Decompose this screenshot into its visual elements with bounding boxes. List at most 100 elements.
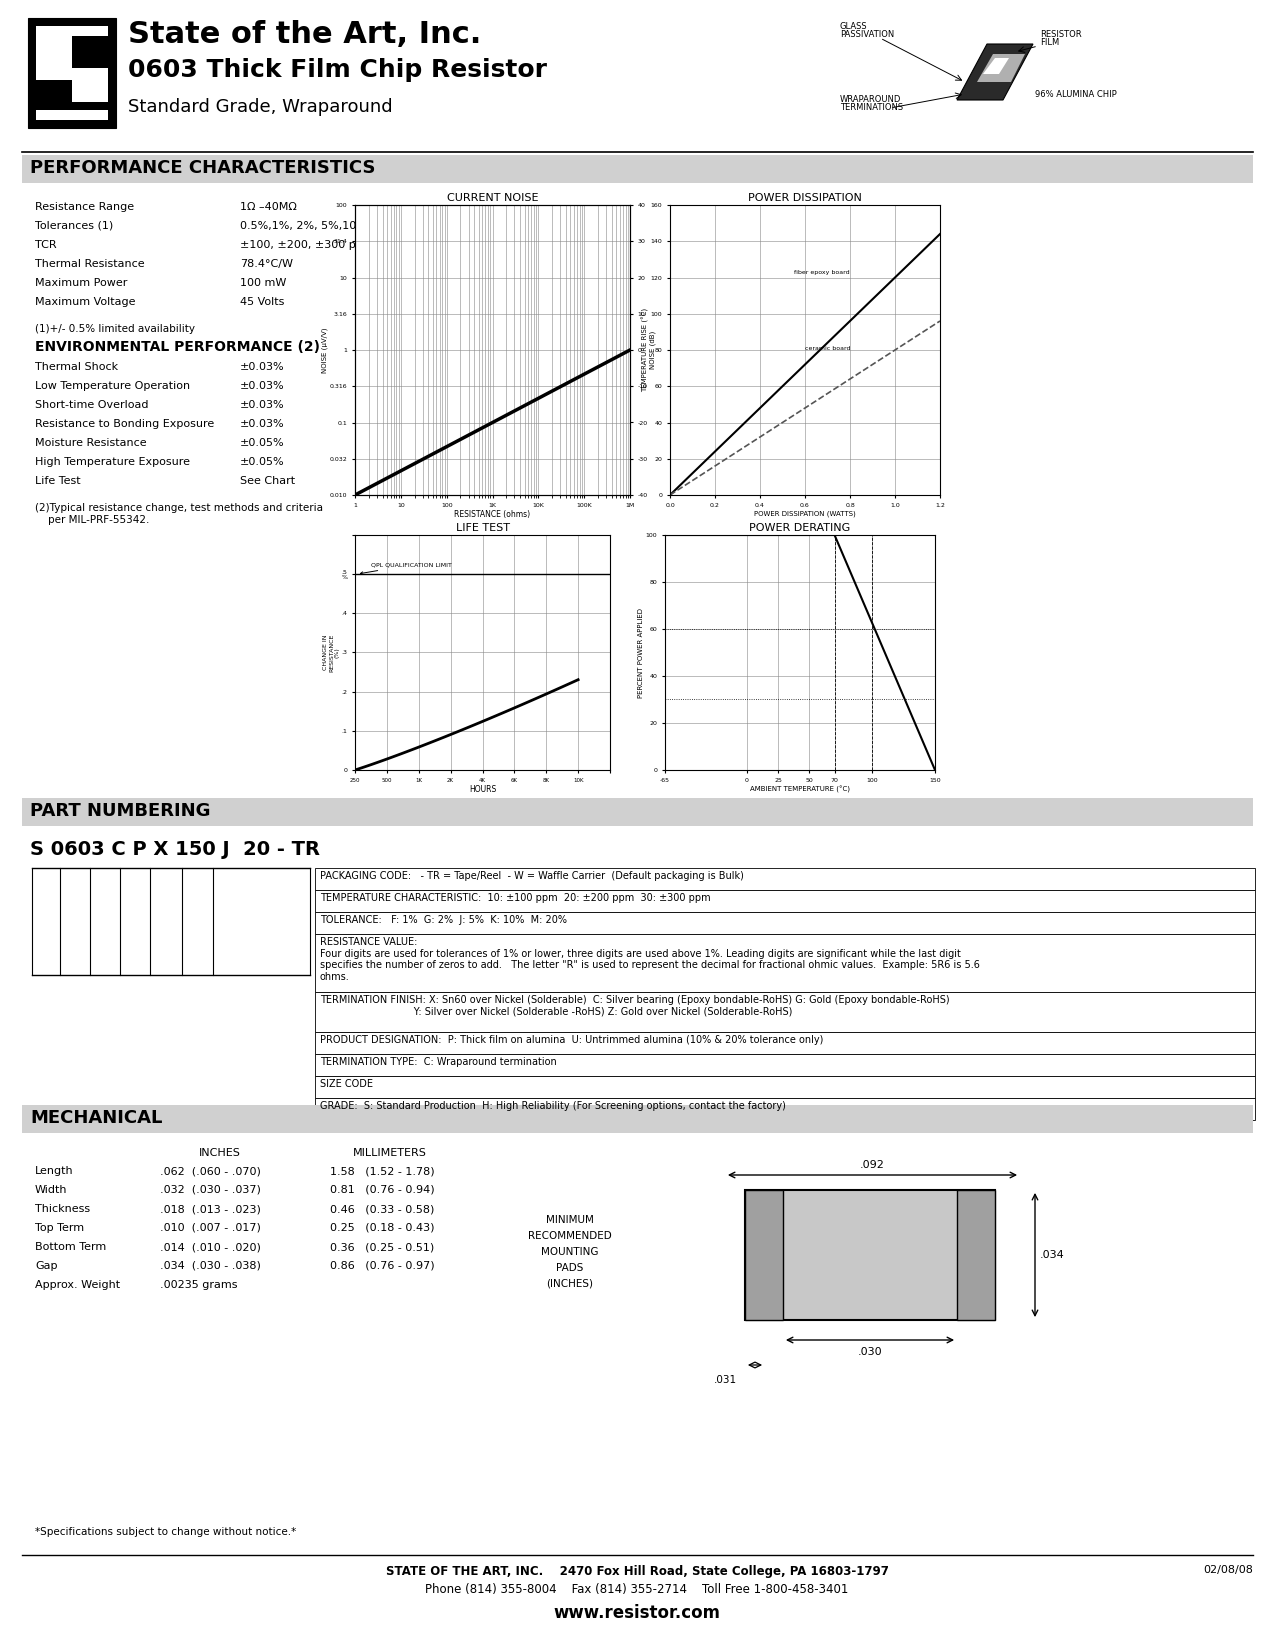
Bar — [28, 18, 116, 129]
Text: ±0.05%: ±0.05% — [240, 457, 284, 467]
Y-axis label: NOISE (µV/V): NOISE (µV/V) — [321, 327, 328, 373]
Text: 96% ALUMINA CHIP: 96% ALUMINA CHIP — [1035, 91, 1117, 99]
Bar — [315, 890, 1255, 911]
Text: ±100, ±200, ±300 ppm: ±100, ±200, ±300 ppm — [240, 239, 374, 249]
Text: MINIMUM: MINIMUM — [546, 1215, 594, 1225]
Text: S 0603 C P X 150 J  20 - TR: S 0603 C P X 150 J 20 - TR — [31, 840, 320, 859]
Text: INCHES: INCHES — [199, 1147, 241, 1157]
Text: .034  (.030 - .038): .034 (.030 - .038) — [159, 1261, 261, 1271]
Text: Low Temperature Operation: Low Temperature Operation — [34, 381, 190, 391]
Text: .010  (.007 - .017): .010 (.007 - .017) — [159, 1223, 261, 1233]
Text: Phone (814) 355-8004    Fax (814) 355-2714    Toll Free 1-800-458-3401: Phone (814) 355-8004 Fax (814) 355-2714 … — [426, 1583, 849, 1597]
Text: .014  (.010 - .020): .014 (.010 - .020) — [159, 1242, 261, 1251]
Text: TERMINATION TYPE:  C: Wraparound termination: TERMINATION TYPE: C: Wraparound terminat… — [320, 1057, 557, 1067]
Bar — [22, 155, 1253, 183]
Text: PADS: PADS — [556, 1263, 584, 1273]
Bar — [22, 1105, 1253, 1133]
Text: Top Term: Top Term — [34, 1223, 84, 1233]
Text: ±0.03%: ±0.03% — [240, 419, 284, 429]
Text: Maximum Voltage: Maximum Voltage — [34, 297, 135, 307]
Text: Approx. Weight: Approx. Weight — [34, 1280, 120, 1289]
Text: 0.46   (0.33 - 0.58): 0.46 (0.33 - 0.58) — [330, 1204, 435, 1213]
Text: Short-time Overload: Short-time Overload — [34, 400, 148, 409]
Bar — [315, 1098, 1255, 1119]
Text: TERMINATIONS: TERMINATIONS — [840, 102, 903, 112]
Text: 100 mW: 100 mW — [240, 277, 287, 287]
Text: State of the Art, Inc.: State of the Art, Inc. — [128, 20, 482, 50]
Text: .092: .092 — [859, 1161, 885, 1171]
Text: 0.86   (0.76 - 0.97): 0.86 (0.76 - 0.97) — [330, 1261, 435, 1271]
Title: POWER DERATING: POWER DERATING — [750, 523, 850, 533]
Y-axis label: PERCENT POWER APPLIED: PERCENT POWER APPLIED — [639, 608, 644, 697]
Text: .034: .034 — [1040, 1250, 1065, 1260]
Text: ENVIRONMENTAL PERFORMANCE (2): ENVIRONMENTAL PERFORMANCE (2) — [34, 340, 320, 353]
Text: Length: Length — [34, 1166, 74, 1176]
Bar — [22, 797, 1253, 826]
Polygon shape — [958, 45, 1033, 101]
Bar — [315, 934, 1255, 992]
Text: GLASS: GLASS — [840, 21, 867, 31]
Text: 0.36   (0.25 - 0.51): 0.36 (0.25 - 0.51) — [330, 1242, 435, 1251]
Bar — [36, 111, 108, 121]
Text: ±0.03%: ±0.03% — [240, 400, 284, 409]
Text: 1Ω –40MΩ: 1Ω –40MΩ — [240, 201, 297, 211]
Text: PRODUCT DESIGNATION:  P: Thick film on alumina  U: Untrimmed alumina (10% & 20% : PRODUCT DESIGNATION: P: Thick film on al… — [320, 1035, 824, 1045]
Text: Gap: Gap — [34, 1261, 57, 1271]
Text: PART NUMBERING: PART NUMBERING — [31, 802, 210, 821]
Text: ceramic board: ceramic board — [805, 347, 850, 352]
Text: ±0.05%: ±0.05% — [240, 438, 284, 447]
X-axis label: POWER DISSIPATION (WATTS): POWER DISSIPATION (WATTS) — [754, 510, 856, 517]
Text: 0.5%,1%, 2%, 5%,10%: 0.5%,1%, 2%, 5%,10% — [240, 221, 367, 231]
Y-axis label: NOISE (dB): NOISE (dB) — [649, 330, 655, 370]
Text: PERFORMANCE CHARACTERISTICS: PERFORMANCE CHARACTERISTICS — [31, 158, 376, 177]
Bar — [315, 1053, 1255, 1076]
X-axis label: RESISTANCE (ohms): RESISTANCE (ohms) — [454, 510, 530, 520]
Polygon shape — [983, 58, 1009, 74]
Text: Thermal Shock: Thermal Shock — [34, 362, 119, 371]
Text: Life Test: Life Test — [34, 475, 80, 485]
Text: TOLERANCE:   F: 1%  G: 2%  J: 5%  K: 10%  M: 20%: TOLERANCE: F: 1% G: 2% J: 5% K: 10% M: 2… — [320, 915, 567, 925]
Text: 78.4°C/W: 78.4°C/W — [240, 259, 293, 269]
Text: 1.58   (1.52 - 1.78): 1.58 (1.52 - 1.78) — [330, 1166, 435, 1176]
Text: .062  (.060 - .070): .062 (.060 - .070) — [159, 1166, 261, 1176]
Text: Resistance Range: Resistance Range — [34, 201, 134, 211]
Text: See Chart: See Chart — [240, 475, 295, 485]
Y-axis label: TEMPERATURE RISE (°C): TEMPERATURE RISE (°C) — [643, 309, 649, 391]
Text: (1)+/- 0.5% limited availability: (1)+/- 0.5% limited availability — [34, 324, 195, 334]
Text: *Specifications subject to change without notice.*: *Specifications subject to change withou… — [34, 1527, 296, 1537]
Text: RESISTOR: RESISTOR — [1040, 30, 1081, 40]
Text: MOUNTING: MOUNTING — [542, 1247, 599, 1256]
Text: Maximum Power: Maximum Power — [34, 277, 128, 287]
Text: PASSIVATION: PASSIVATION — [840, 30, 894, 40]
Text: STATE OF THE ART, INC.    2470 Fox Hill Road, State College, PA 16803-1797: STATE OF THE ART, INC. 2470 Fox Hill Roa… — [385, 1565, 889, 1578]
Text: .032  (.030 - .037): .032 (.030 - .037) — [159, 1185, 261, 1195]
Text: (INCHES): (INCHES) — [547, 1280, 593, 1289]
Text: MECHANICAL: MECHANICAL — [31, 1109, 162, 1128]
Text: (2)Typical resistance change, test methods and criteria
    per MIL-PRF-55342.: (2)Typical resistance change, test metho… — [34, 504, 323, 525]
Text: Tolerances (1): Tolerances (1) — [34, 221, 113, 231]
Bar — [315, 1032, 1255, 1053]
Text: TEMPERATURE CHARACTERISTIC:  10: ±100 ppm  20: ±200 ppm  30: ±300 ppm: TEMPERATURE CHARACTERISTIC: 10: ±100 ppm… — [320, 893, 710, 903]
Bar — [745, 1190, 994, 1321]
Bar — [745, 1190, 783, 1321]
Text: .018  (.013 - .023): .018 (.013 - .023) — [159, 1204, 261, 1213]
X-axis label: AMBIENT TEMPERATURE (°C): AMBIENT TEMPERATURE (°C) — [750, 786, 850, 792]
Y-axis label: CHANGE IN
RESISTANCE
(%): CHANGE IN RESISTANCE (%) — [324, 634, 340, 672]
Text: www.resistor.com: www.resistor.com — [553, 1605, 720, 1621]
Polygon shape — [977, 54, 1025, 83]
Bar — [315, 911, 1255, 934]
Bar — [36, 36, 71, 69]
Text: GRADE:  S: Standard Production  H: High Reliability (For Screening options, cont: GRADE: S: Standard Production H: High Re… — [320, 1101, 785, 1111]
Title: LIFE TEST: LIFE TEST — [455, 523, 510, 533]
Text: Thickness: Thickness — [34, 1204, 91, 1213]
X-axis label: HOURS: HOURS — [469, 786, 496, 794]
Bar — [315, 868, 1255, 890]
Text: TCR: TCR — [34, 239, 56, 249]
Text: Moisture Resistance: Moisture Resistance — [34, 438, 147, 447]
Bar — [315, 992, 1255, 1032]
Text: PACKAGING CODE:   - TR = Tape/Reel  - W = Waffle Carrier  (Default packaging is : PACKAGING CODE: - TR = Tape/Reel - W = W… — [320, 872, 743, 882]
Bar — [315, 1076, 1255, 1098]
Text: .00235 grams: .00235 grams — [159, 1280, 237, 1289]
Text: .031: .031 — [714, 1375, 737, 1385]
Bar — [958, 1190, 994, 1321]
